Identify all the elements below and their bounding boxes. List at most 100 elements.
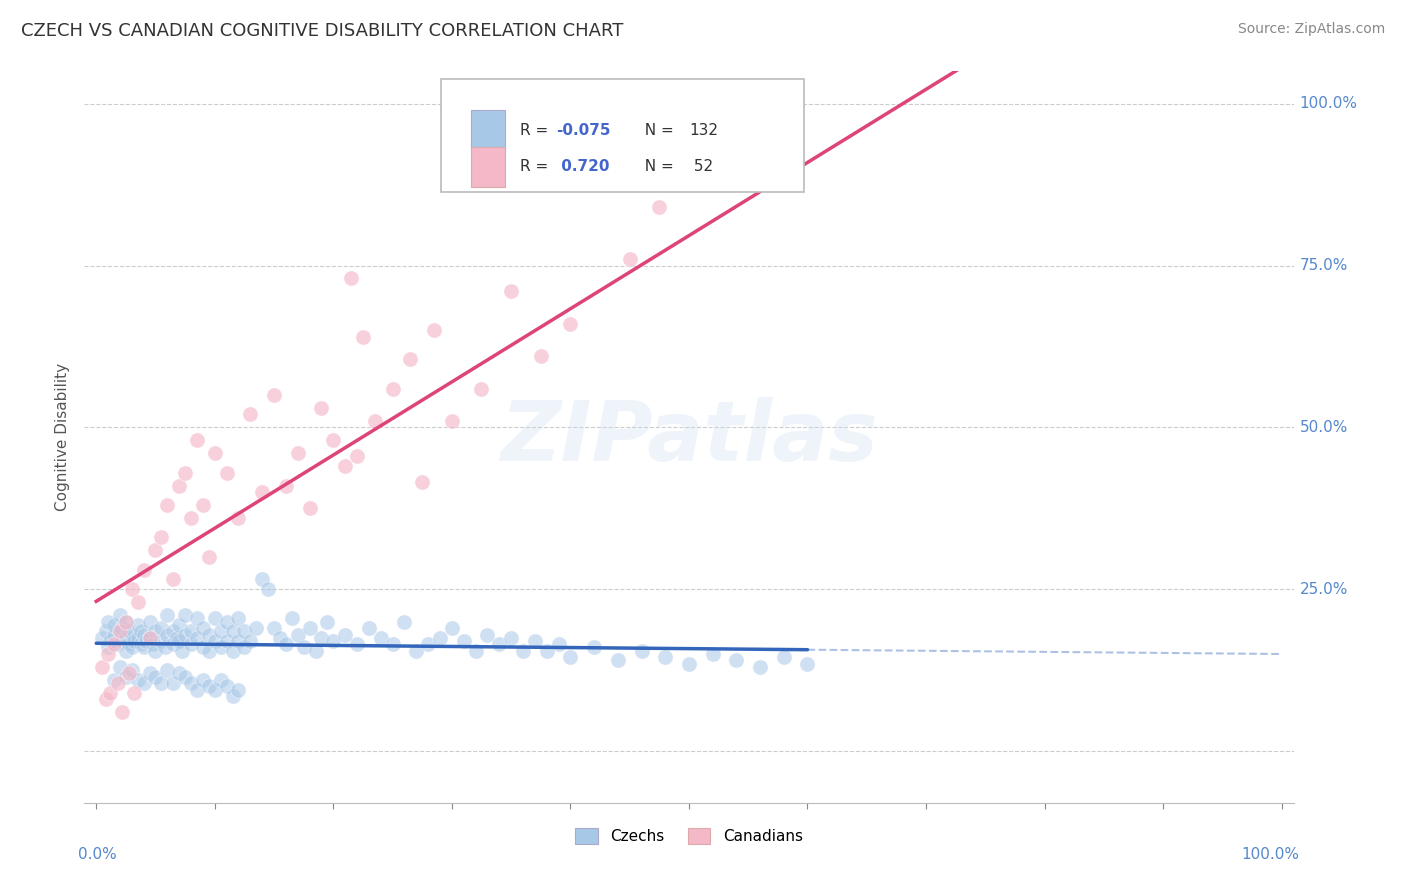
Point [127, 595, 149, 609]
Point [233, 624, 256, 639]
Text: CZECH VS CANADIAN COGNITIVE DISABILITY CORRELATION CHART: CZECH VS CANADIAN COGNITIVE DISABILITY C… [21, 22, 623, 40]
Point [346, 637, 368, 651]
Point [167, 666, 190, 681]
Point [228, 611, 250, 625]
Point [257, 582, 280, 597]
Point [512, 643, 534, 657]
Point [122, 686, 145, 700]
Text: 100.0%: 100.0% [1241, 847, 1299, 862]
Point [180, 624, 202, 639]
Point [311, 631, 333, 645]
Y-axis label: Cognitive Disability: Cognitive Disability [55, 363, 70, 511]
Point [118, 666, 141, 681]
Point [215, 679, 238, 693]
Text: N =: N = [634, 123, 678, 138]
Point [180, 511, 202, 525]
Point [228, 511, 250, 525]
Point [322, 634, 344, 648]
Point [91, 631, 114, 645]
Point [135, 634, 157, 648]
Point [292, 640, 315, 655]
Point [156, 663, 179, 677]
Text: 0.720: 0.720 [555, 160, 609, 175]
Point [166, 631, 188, 645]
Point [287, 627, 309, 641]
Point [239, 408, 262, 422]
Point [204, 634, 226, 648]
Point [115, 631, 138, 645]
Text: 132: 132 [689, 123, 718, 138]
Point [198, 549, 221, 564]
Point [153, 640, 176, 655]
Point [440, 414, 463, 428]
Point [215, 634, 238, 648]
Point [127, 631, 149, 645]
Point [121, 582, 143, 597]
Point [269, 631, 291, 645]
Point [204, 611, 226, 625]
Point [138, 631, 160, 645]
Point [298, 621, 321, 635]
Point [156, 498, 179, 512]
Point [103, 673, 125, 687]
Text: 50.0%: 50.0% [1299, 420, 1348, 435]
Point [115, 669, 138, 683]
Point [381, 382, 404, 396]
Point [107, 676, 129, 690]
Point [204, 446, 226, 460]
Point [108, 660, 131, 674]
Point [94, 624, 117, 639]
Point [198, 679, 221, 693]
Point [108, 608, 131, 623]
Point [108, 624, 131, 639]
Point [180, 637, 202, 651]
Point [453, 634, 475, 648]
Point [233, 640, 256, 655]
Point [370, 631, 392, 645]
Point [186, 682, 208, 697]
Text: 75.0%: 75.0% [1299, 258, 1348, 273]
Point [411, 475, 433, 490]
Point [103, 617, 125, 632]
Point [648, 200, 671, 214]
Point [333, 459, 356, 474]
Point [97, 615, 120, 629]
Point [121, 663, 143, 677]
Point [772, 650, 794, 665]
Point [191, 640, 214, 655]
Point [221, 643, 243, 657]
Point [138, 631, 160, 645]
Point [132, 563, 155, 577]
Point [100, 634, 122, 648]
Point [108, 624, 131, 639]
Point [115, 615, 138, 629]
Point [405, 643, 427, 657]
Point [250, 485, 273, 500]
Point [399, 352, 422, 367]
Point [678, 657, 700, 671]
Point [250, 573, 273, 587]
Point [523, 634, 546, 648]
Point [619, 252, 641, 266]
Point [547, 637, 569, 651]
Point [209, 624, 232, 639]
Point [560, 317, 582, 331]
Point [115, 615, 138, 629]
Point [298, 501, 321, 516]
Point [94, 692, 117, 706]
Point [311, 401, 333, 415]
Point [209, 673, 232, 687]
Point [725, 653, 748, 667]
Point [239, 634, 262, 648]
Point [121, 640, 143, 655]
Point [150, 621, 173, 635]
Point [174, 627, 197, 641]
Point [316, 615, 339, 629]
Point [245, 621, 267, 635]
Point [150, 530, 173, 544]
Point [167, 617, 190, 632]
Point [352, 330, 374, 344]
Point [530, 349, 553, 363]
Text: ZIPatlas: ZIPatlas [501, 397, 877, 477]
Point [333, 627, 356, 641]
